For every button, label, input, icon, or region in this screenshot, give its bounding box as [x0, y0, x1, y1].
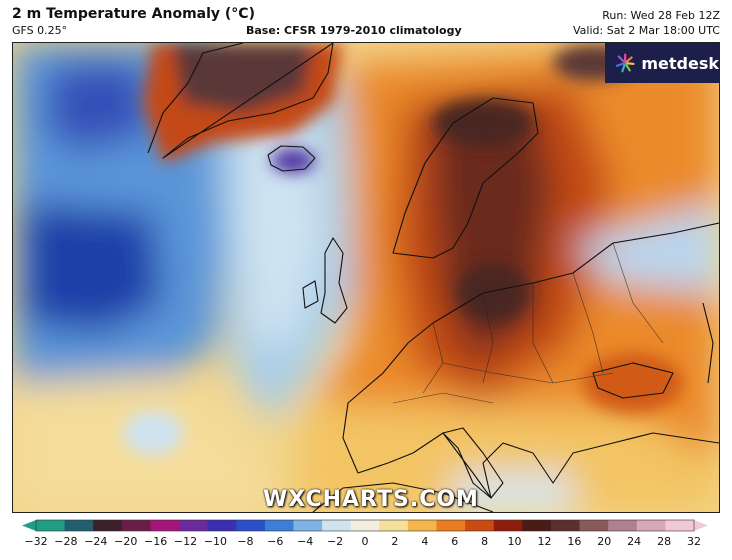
colorbar-swatch	[665, 520, 695, 531]
colorbar-swatch	[436, 520, 466, 531]
colorbar-swatch	[64, 520, 94, 531]
colorbar-tick-label: −4	[297, 535, 313, 548]
colorbar-tick-label: 16	[567, 535, 581, 548]
metdesk-logo: metdesk	[605, 43, 719, 83]
colorbar-swatch	[636, 520, 666, 531]
colorbar-tick-label: 24	[627, 535, 641, 548]
model-label: GFS 0.25°	[12, 24, 68, 37]
colorbar-swatch	[379, 520, 409, 531]
colorbar-swatch	[179, 520, 209, 531]
watermark: WXCHARTS.COM	[263, 487, 479, 512]
colorbar: −32 −28 −24 −20 −16 −12 −10 −8 −6 −4 −2 0 2 4 6 8 10 12 16…	[22, 519, 708, 548]
country-borders	[392, 242, 664, 404]
colorbar-tick-label: 4	[421, 535, 428, 548]
colorbar-tick-label: −20	[114, 535, 137, 548]
colorbar-swatch	[293, 520, 323, 531]
colorbar-border	[35, 519, 695, 532]
anomaly-field	[13, 43, 719, 512]
temperature-anomaly-map[interactable]: metdesk WXCHARTS.COM	[12, 42, 720, 513]
valid-time-label: Valid: Sat 2 Mar 18:00 UTC	[573, 24, 720, 37]
colorbar-swatch	[493, 520, 523, 531]
colorbar-tick-label: 6	[451, 535, 458, 548]
starburst-icon	[615, 53, 635, 73]
logo-text: metdesk	[641, 53, 719, 73]
map-title: 2 m Temperature Anomaly (°C)	[12, 6, 255, 22]
colorbar-swatch	[36, 520, 66, 531]
colorbar-swatch	[322, 520, 352, 531]
coastlines	[147, 43, 719, 512]
colorbar-tick-label: −8	[237, 535, 253, 548]
colorbar-swatch	[93, 520, 123, 531]
colorbar-tick-label: −16	[144, 535, 167, 548]
colorbar-swatch	[236, 520, 266, 531]
colorbar-arrow-right	[694, 520, 708, 531]
colorbar-tick-label: 0	[362, 535, 369, 548]
colorbar-tick-label: −24	[84, 535, 107, 548]
run-time-label: Run: Wed 28 Feb 12Z	[602, 9, 720, 22]
colorbar-tick-label: 2	[391, 535, 398, 548]
colorbar-swatch	[350, 520, 380, 531]
colorbar-swatch	[522, 520, 552, 531]
colorbar-tick-label: −6	[267, 535, 283, 548]
colorbar-arrow-left	[22, 520, 36, 531]
colorbar-tick-label: −10	[204, 535, 227, 548]
colorbar-swatch	[207, 520, 237, 531]
colorbar-tick-label: −12	[174, 535, 197, 548]
colorbar-tick-label: 20	[597, 535, 611, 548]
colorbar-swatch	[407, 520, 438, 531]
colorbar-swatch	[550, 520, 581, 531]
colorbar-swatch	[121, 520, 151, 531]
colorbar-tick-label: 10	[508, 535, 522, 548]
colorbar-tick-label: −32	[24, 535, 47, 548]
colorbar-tick-label: 12	[537, 535, 551, 548]
colorbar-swatch	[608, 520, 638, 531]
colorbar-tick-label: −28	[54, 535, 77, 548]
colorbar-swatch	[150, 520, 180, 531]
colorbar-swatch	[264, 520, 294, 531]
colorbar-swatch	[465, 520, 495, 531]
colorbar-tick-label: −2	[327, 535, 343, 548]
colorbar-tick-label: 32	[687, 535, 701, 548]
colorbar-tick-label: 28	[657, 535, 671, 548]
colorbar-tick-label: 8	[481, 535, 488, 548]
climatology-base-label: Base: CFSR 1979-2010 climatology	[246, 24, 462, 37]
colorbar-swatch	[579, 520, 609, 531]
